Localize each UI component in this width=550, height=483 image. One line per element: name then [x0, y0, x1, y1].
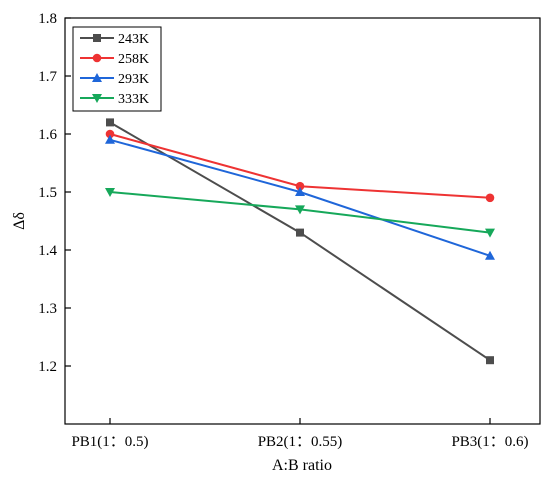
series-line [109, 121, 491, 362]
data-point [296, 228, 304, 237]
data-point [105, 134, 115, 144]
series-258K [105, 129, 495, 203]
data-point [106, 118, 114, 127]
legend-marker [92, 94, 102, 103]
data-point [485, 250, 495, 260]
data-point [295, 205, 305, 215]
legend-marker [92, 73, 102, 82]
x-axis-title: A:B ratio [272, 457, 332, 474]
y-tick-label: 1.8 [38, 11, 57, 27]
legend-label: 333K [118, 92, 149, 107]
legend-entry: 293K [80, 72, 149, 87]
data-point [295, 181, 305, 191]
legend-label: 258K [118, 52, 149, 67]
data-point [105, 129, 115, 139]
x-axis-ticks: PB1(1：0.5) PB2(1：0.55) PB3(1：0.6) [71, 418, 529, 450]
legend-marker [93, 34, 101, 42]
y-tick-label: 1.5 [38, 185, 57, 201]
series-333K [105, 188, 495, 238]
y-tick-label: 1.4 [38, 243, 57, 259]
series-layer [105, 118, 495, 365]
legend: 243K 258K 293K 333K [72, 26, 162, 112]
data-point [485, 193, 495, 203]
y-axis-title: Δδ [11, 212, 28, 230]
legend-marker [92, 53, 102, 63]
legend-entry: 333K [80, 92, 149, 107]
y-axis-ticks: 1.2 1.3 1.4 1.5 1.6 1.7 1.8 [38, 11, 71, 375]
legend-label: 243K [118, 32, 149, 47]
y-tick-label: 1.7 [38, 69, 57, 85]
data-point [295, 187, 305, 196]
legend-entry: 258K [80, 52, 149, 67]
x-tick-label: PB1(1：0.5) [71, 434, 148, 450]
plot-frame [64, 17, 541, 425]
legend-label: 293K [118, 72, 149, 87]
legend-entry: 243K [80, 32, 149, 47]
y-tick-label: 1.6 [38, 127, 57, 143]
y-tick-label: 1.3 [38, 301, 57, 317]
data-point [486, 356, 494, 365]
data-point [105, 188, 115, 197]
x-tick-label: PB2(1：0.55) [258, 434, 343, 450]
y-tick-label: 1.2 [38, 359, 57, 375]
plot-area [64, 17, 541, 425]
x-tick-label: PB3(1：0.6) [451, 434, 528, 450]
series-243K [106, 118, 494, 365]
data-point [485, 228, 495, 238]
series-293K [105, 134, 495, 260]
